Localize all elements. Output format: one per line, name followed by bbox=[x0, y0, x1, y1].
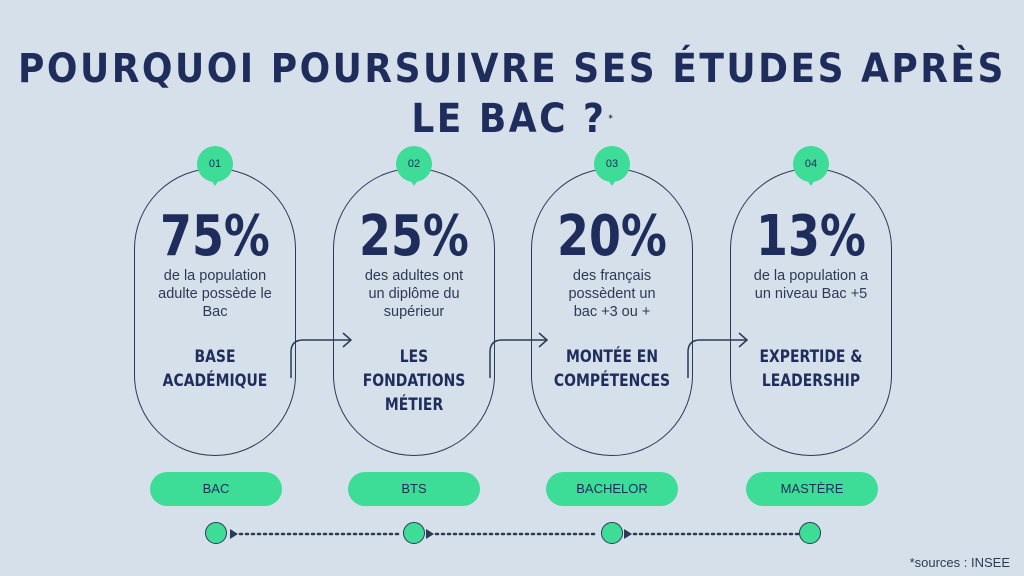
step-description: de la population adulte possède le Bac bbox=[134, 267, 296, 321]
step-category: BASE ACADÉMIQUE bbox=[149, 345, 282, 393]
page-title: POURQUOI POURSUIVRE SES ÉTUDES APRÈS LE … bbox=[0, 44, 1024, 144]
description-line: possèdent un bbox=[568, 286, 656, 302]
step-stat: 20% bbox=[557, 204, 667, 269]
description-line: supérieur bbox=[383, 304, 445, 320]
category-line: LES FONDATIONS bbox=[362, 347, 466, 391]
description-line: de la population bbox=[163, 268, 267, 284]
source-note: *sources : INSEE bbox=[909, 555, 1010, 570]
step-category: LES FONDATIONS MÉTIER bbox=[348, 345, 481, 417]
connector-3-4 bbox=[687, 339, 746, 378]
step-category: MONTÉE EN COMPÉTENCES bbox=[546, 345, 679, 393]
level-pill-mastere: MASTÈRE bbox=[746, 472, 878, 506]
step-number-badge: 04 bbox=[793, 146, 829, 186]
description-line: Bac bbox=[202, 304, 228, 320]
step-number-badge: 02 bbox=[396, 146, 432, 186]
step-stat: 75% bbox=[160, 204, 270, 269]
step-category: EXPERTIDE & LEADERSHIP bbox=[745, 345, 878, 393]
step-description: de la population a un niveau Bac +5 bbox=[730, 267, 892, 303]
level-pill-bachelor: BACHELOR bbox=[546, 472, 678, 506]
connector-2-3 bbox=[489, 339, 546, 378]
description-line: des français bbox=[572, 268, 652, 284]
category-line: COMPÉTENCES bbox=[553, 371, 671, 391]
timeline-dot bbox=[403, 522, 425, 544]
category-line: ACADÉMIQUE bbox=[162, 371, 268, 391]
description-line: un diplôme du bbox=[368, 286, 460, 302]
category-line: LEADERSHIP bbox=[761, 371, 861, 391]
step-number-badge: 01 bbox=[197, 146, 233, 186]
step-stat: 25% bbox=[359, 204, 469, 269]
description-line: de la population a bbox=[753, 268, 869, 284]
category-line: MÉTIER bbox=[384, 395, 444, 415]
step-description: des français possèdent un bac +3 ou + bbox=[531, 267, 693, 321]
category-line: BASE bbox=[194, 347, 236, 367]
description-line: des adultes ont bbox=[364, 268, 464, 284]
timeline-dot bbox=[205, 522, 227, 544]
level-pill-bts: BTS bbox=[348, 472, 480, 506]
step-stat: 13% bbox=[756, 204, 866, 269]
connector-1-2 bbox=[290, 339, 350, 378]
timeline-dot bbox=[601, 522, 623, 544]
description-line: un niveau Bac +5 bbox=[754, 286, 868, 302]
description-line: bac +3 ou + bbox=[573, 304, 651, 320]
step-description: des adultes ont un diplôme du supérieur bbox=[333, 267, 495, 321]
title-footnote-mark: * bbox=[608, 114, 613, 124]
timeline-dot bbox=[799, 522, 821, 544]
step-number-badge: 03 bbox=[594, 146, 630, 186]
title-text: POURQUOI POURSUIVRE SES ÉTUDES APRÈS LE … bbox=[18, 46, 1006, 142]
description-line: adulte possède le bbox=[158, 286, 272, 302]
level-pill-bac: BAC bbox=[150, 472, 282, 506]
category-line: EXPERTIDE & bbox=[759, 347, 863, 367]
category-line: MONTÉE EN bbox=[566, 347, 658, 367]
